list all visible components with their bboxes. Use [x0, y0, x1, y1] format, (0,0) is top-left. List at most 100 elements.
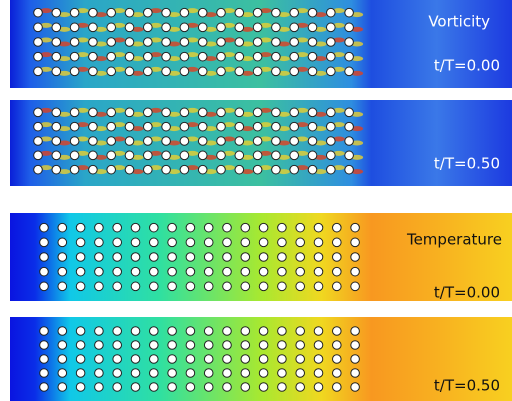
cylinder [40, 383, 49, 392]
cylinder [58, 267, 67, 276]
cylinder [204, 223, 213, 232]
cylinder [180, 8, 189, 17]
cylinder [76, 355, 85, 364]
cylinder [58, 327, 67, 336]
cylinder [253, 52, 262, 61]
cylinder [351, 369, 360, 378]
cylinder [180, 67, 189, 76]
cylinder [308, 165, 317, 174]
cylinder [314, 267, 323, 276]
cylinder [296, 223, 305, 232]
cylinder [296, 238, 305, 247]
cylinder [113, 267, 122, 276]
cylinder [113, 341, 122, 350]
cylinder [278, 223, 287, 232]
cylinder [204, 327, 213, 336]
cylinder [131, 341, 140, 350]
cylinder [180, 23, 189, 32]
cylinder [58, 341, 67, 350]
cylinder [272, 137, 281, 146]
cylinder [131, 355, 140, 364]
cylinder [186, 223, 195, 232]
cylinder [333, 341, 342, 350]
cylinder [150, 355, 159, 364]
cylinder [180, 122, 189, 131]
cylinder [125, 67, 134, 76]
cylinder [241, 341, 250, 350]
cylinder [351, 341, 360, 350]
cylinder [235, 165, 244, 174]
cylinder [327, 67, 336, 76]
cylinder [70, 8, 79, 17]
cylinder [314, 369, 323, 378]
cylinder [125, 151, 134, 160]
cylinder [314, 238, 323, 247]
cylinder [70, 137, 79, 146]
cylinder [168, 223, 177, 232]
cylinder [241, 253, 250, 262]
cylinder [333, 267, 342, 276]
cylinder [162, 151, 171, 160]
cylinder [217, 8, 226, 17]
cylinder [76, 238, 85, 247]
cylinder [327, 151, 336, 160]
cylinder [125, 23, 134, 32]
cylinder [186, 267, 195, 276]
cylinder [272, 122, 281, 131]
cylinder [150, 327, 159, 336]
cylinder [327, 8, 336, 17]
cylinder [308, 8, 317, 17]
cylinder [95, 341, 104, 350]
cylinder [290, 151, 299, 160]
cylinder [235, 108, 244, 117]
cylinder [70, 38, 79, 47]
cylinder [131, 238, 140, 247]
cylinder [168, 383, 177, 392]
cylinder [144, 165, 153, 174]
cylinder [180, 151, 189, 160]
cylinder [52, 8, 61, 17]
cylinder [290, 52, 299, 61]
cylinder [180, 137, 189, 146]
cylinder [235, 122, 244, 131]
cylinder [180, 38, 189, 47]
cylinder [58, 253, 67, 262]
cylinder [204, 355, 213, 364]
cylinder [107, 122, 116, 131]
figure: Vorticity t/T=0.00 t/T=0.50 Temperature … [0, 0, 512, 401]
cylinder [150, 238, 159, 247]
cylinder [34, 67, 43, 76]
cylinder [327, 165, 336, 174]
cylinder [95, 355, 104, 364]
cylinder [40, 238, 49, 247]
cylinder [113, 223, 122, 232]
cylinder [351, 282, 360, 291]
cylinder [327, 137, 336, 146]
cylinder [308, 67, 317, 76]
cylinder [296, 267, 305, 276]
cylinder [95, 267, 104, 276]
cylinder [314, 341, 323, 350]
cylinder [89, 137, 98, 146]
cylinder [253, 23, 262, 32]
cylinder [58, 223, 67, 232]
field-label: Temperature [406, 231, 502, 249]
time-label: t/T=0.00 [434, 57, 500, 75]
cylinder [34, 52, 43, 61]
cylinder [278, 327, 287, 336]
cylinder [217, 137, 226, 146]
cylinder [241, 355, 250, 364]
cylinder [314, 327, 323, 336]
cylinder [253, 151, 262, 160]
cylinder [144, 23, 153, 32]
cylinder [198, 122, 207, 131]
cylinder [259, 355, 268, 364]
cylinder [314, 223, 323, 232]
cylinder [168, 355, 177, 364]
cylinder [272, 52, 281, 61]
cylinder [333, 369, 342, 378]
cylinder [217, 52, 226, 61]
cylinder [131, 282, 140, 291]
cylinder [125, 52, 134, 61]
cylinder [241, 327, 250, 336]
